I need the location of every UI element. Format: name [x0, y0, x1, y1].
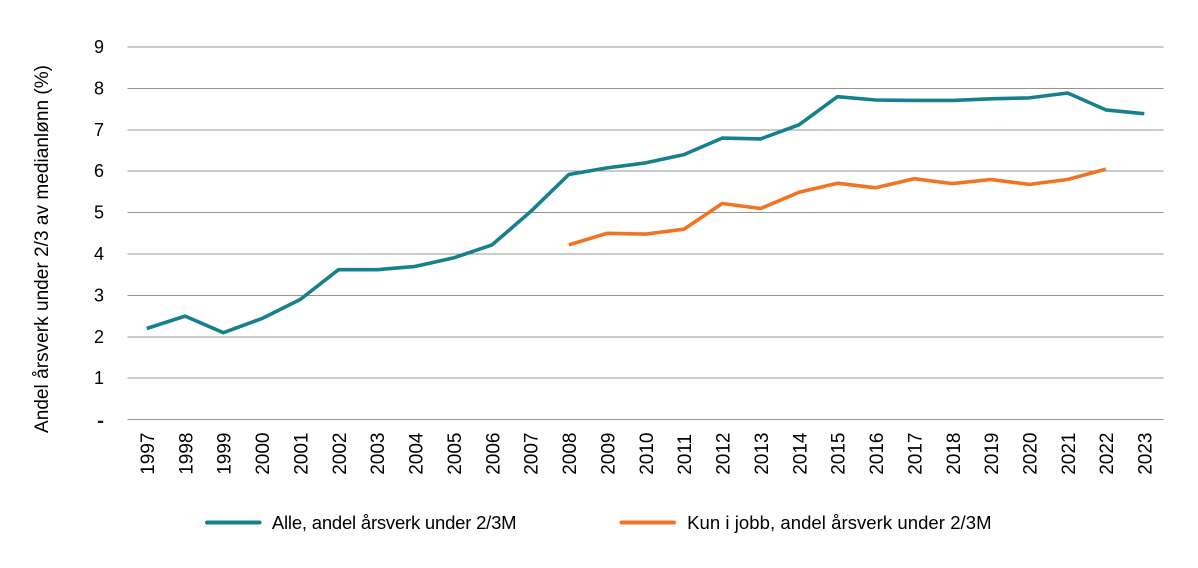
svg-text:2012: 2012 — [714, 433, 735, 475]
svg-text:2010: 2010 — [637, 433, 658, 475]
svg-text:2015: 2015 — [829, 433, 850, 475]
svg-text:2020: 2020 — [1021, 433, 1042, 475]
svg-text:Kun i jobb, andel årsverk unde: Kun i jobb, andel årsverk under 2/3M — [687, 512, 991, 533]
svg-text:7: 7 — [94, 120, 104, 140]
svg-text:2: 2 — [94, 327, 104, 347]
svg-text:2005: 2005 — [445, 433, 466, 475]
svg-text:6: 6 — [94, 161, 104, 181]
svg-text:1: 1 — [94, 368, 104, 388]
svg-text:3: 3 — [94, 285, 104, 305]
svg-text:2001: 2001 — [292, 433, 313, 475]
svg-text:2003: 2003 — [368, 433, 389, 475]
svg-text:2007: 2007 — [522, 433, 543, 475]
svg-text:2017: 2017 — [905, 433, 926, 475]
svg-text:2013: 2013 — [752, 433, 773, 475]
svg-text:2009: 2009 — [598, 433, 619, 475]
svg-text:4: 4 — [94, 244, 104, 264]
svg-text:2008: 2008 — [560, 433, 581, 475]
svg-text:2002: 2002 — [330, 433, 351, 475]
svg-text:Andel årsverk under 2/3 av med: Andel årsverk under 2/3 av medianlønn (%… — [32, 65, 53, 433]
svg-text:2000: 2000 — [253, 433, 274, 475]
svg-text:9: 9 — [94, 37, 104, 57]
svg-text:5: 5 — [94, 203, 104, 223]
svg-text:2016: 2016 — [867, 433, 888, 475]
svg-text:2022: 2022 — [1097, 433, 1118, 475]
svg-text:1999: 1999 — [215, 433, 236, 475]
svg-text:2021: 2021 — [1059, 433, 1080, 475]
svg-text:2004: 2004 — [407, 432, 428, 475]
svg-text:2019: 2019 — [982, 433, 1003, 475]
svg-text:2018: 2018 — [944, 433, 965, 475]
svg-text:1998: 1998 — [176, 433, 197, 475]
svg-text:1997: 1997 — [138, 433, 159, 475]
svg-text:2006: 2006 — [483, 433, 504, 475]
svg-text:2014: 2014 — [790, 432, 811, 475]
svg-text:8: 8 — [94, 78, 104, 98]
svg-text:2023: 2023 — [1136, 433, 1157, 475]
svg-text:Alle, andel årsverk under 2/3M: Alle, andel årsverk under 2/3M — [272, 512, 517, 533]
svg-text:2011: 2011 — [675, 434, 696, 475]
